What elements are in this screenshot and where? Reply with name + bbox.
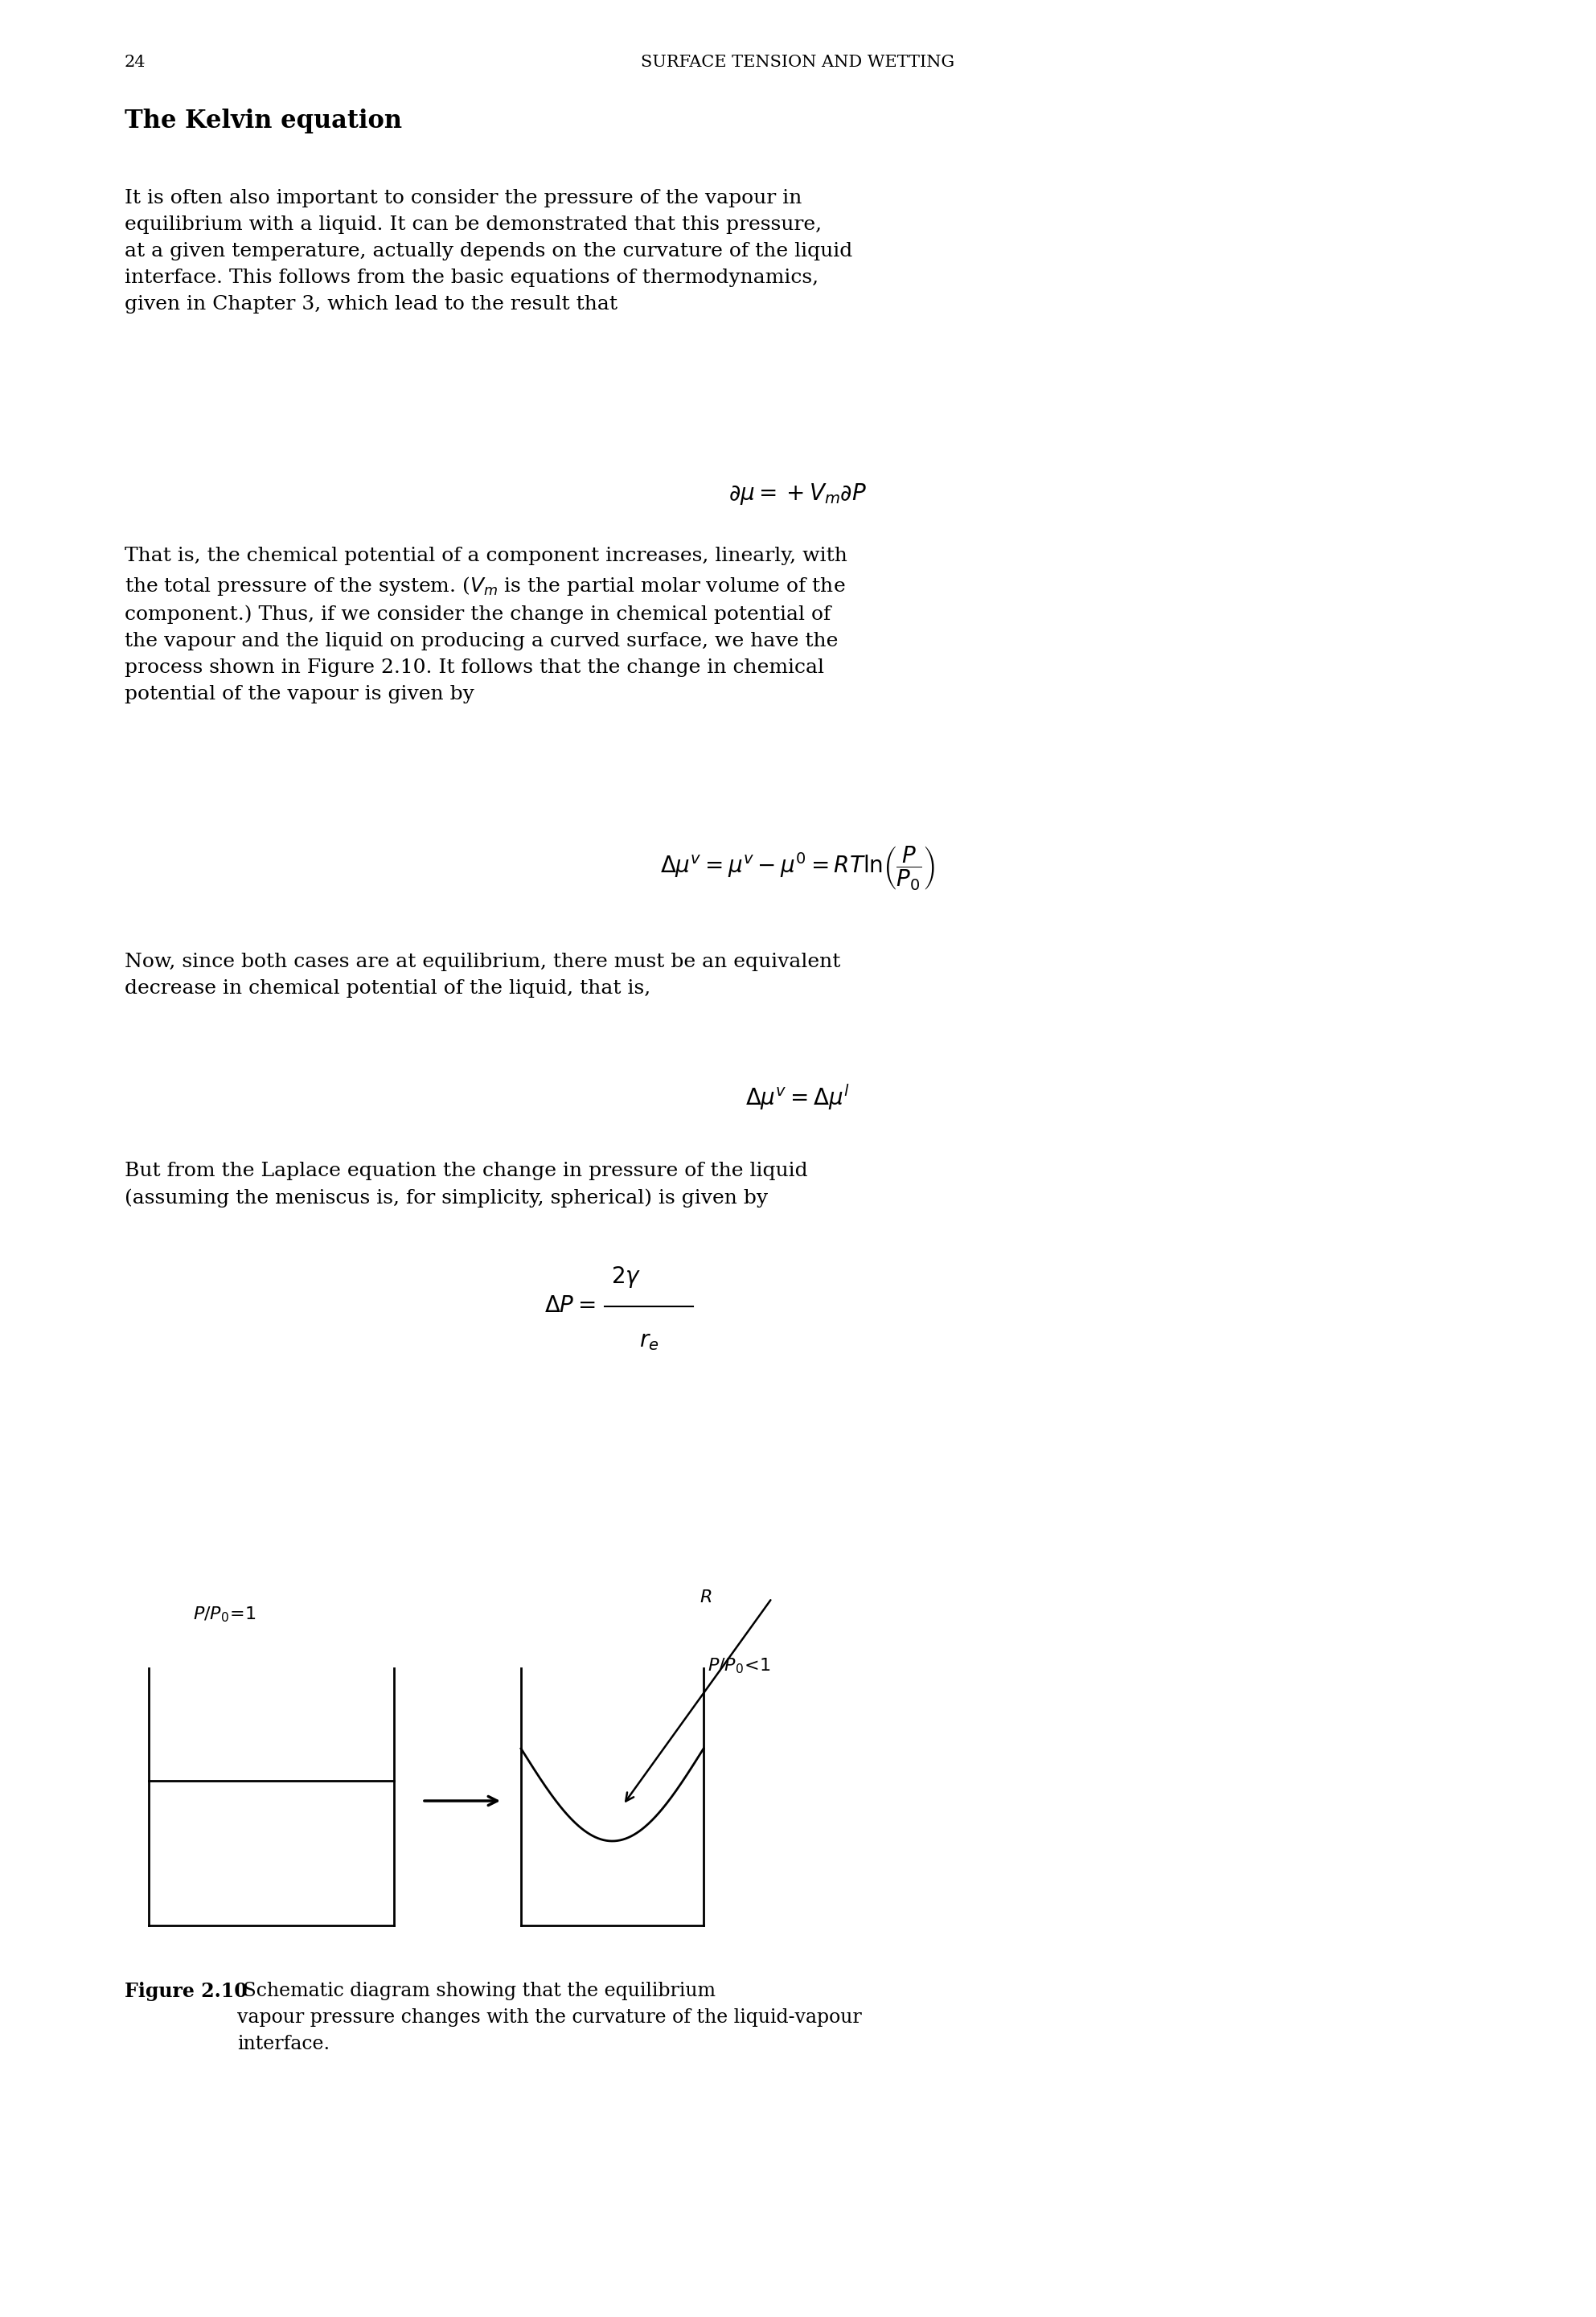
Text: $P/P_0\!=\!1$: $P/P_0\!=\!1$ [193, 1606, 257, 1624]
Text: Now, since both cases are at equilibrium, there must be an equivalent
decrease i: Now, since both cases are at equilibrium… [124, 952, 841, 999]
Text: $\Delta P =$: $\Delta P =$ [544, 1295, 595, 1318]
Text: SURFACE TENSION AND WETTING: SURFACE TENSION AND WETTING [640, 56, 954, 70]
Text: That is, the chemical potential of a component increases, linearly, with
the tot: That is, the chemical potential of a com… [124, 547, 847, 704]
Text: $\partial\mu = +V_m\partial P$: $\partial\mu = +V_m\partial P$ [728, 482, 867, 507]
Text: But from the Laplace equation the change in pressure of the liquid
(assuming the: But from the Laplace equation the change… [124, 1161, 808, 1207]
Text: $r_e$: $r_e$ [640, 1330, 659, 1351]
Text: $\Delta\mu^{v} = \mu^{v} - \mu^{0} = RT\ln\!\left(\dfrac{P}{P_0}\right)$: $\Delta\mu^{v} = \mu^{v} - \mu^{0} = RT\… [661, 843, 935, 892]
Text: 24: 24 [124, 56, 145, 70]
Text: $2\gamma$: $2\gamma$ [611, 1265, 642, 1288]
Text: $\Delta\mu^{v} = \Delta\mu^{l}$: $\Delta\mu^{v} = \Delta\mu^{l}$ [745, 1082, 849, 1112]
Text: It is often also important to consider the pressure of the vapour in
equilibrium: It is often also important to consider t… [124, 190, 852, 313]
Text: Figure 2.10: Figure 2.10 [124, 1981, 247, 2002]
Text: Schematic diagram showing that the equilibrium
vapour pressure changes with the : Schematic diagram showing that the equil… [238, 1981, 862, 2053]
Text: The Kelvin equation: The Kelvin equation [124, 109, 402, 134]
Text: $R$: $R$ [699, 1589, 712, 1606]
Text: $P/P_0\!<\!1$: $P/P_0\!<\!1$ [707, 1657, 771, 1675]
